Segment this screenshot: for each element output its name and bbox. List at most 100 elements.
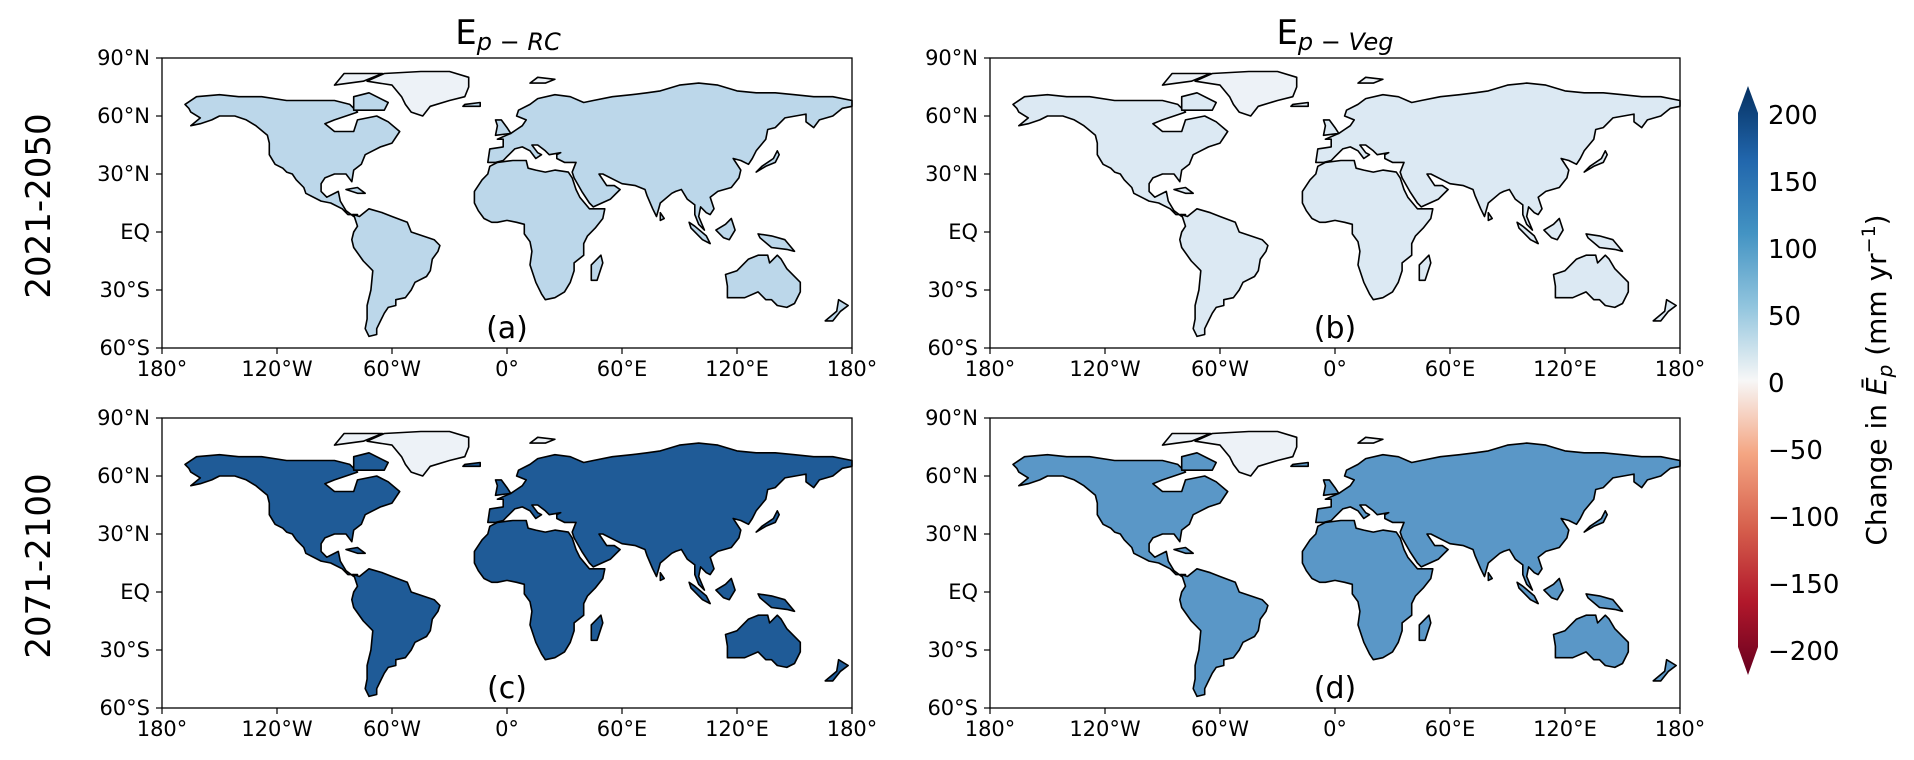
- lon-tick-label: 0°: [1323, 357, 1347, 381]
- africa-landmass: [473, 519, 606, 661]
- colorbar-scale: [1738, 86, 1758, 675]
- africa-landmass: [1301, 159, 1434, 301]
- lon-tick-label: 0°: [495, 717, 519, 741]
- eurasia-landmass: [1315, 82, 1681, 231]
- panel-label: (c): [487, 671, 527, 706]
- sri-lanka-island: [659, 571, 665, 582]
- sri-lanka-island: [659, 211, 665, 222]
- lon-tick-label: 0°: [495, 357, 519, 381]
- australia-landmass: [724, 614, 802, 669]
- cuba-island: [1173, 186, 1194, 195]
- colorbar-tick: 100: [1768, 235, 1818, 265]
- panel-label: (b): [1314, 311, 1356, 346]
- lat-tick-label: 90°N: [925, 406, 978, 430]
- australia-landmass: [1552, 614, 1630, 669]
- sumatra-island: [1516, 221, 1539, 245]
- lat-tick-label: 60°N: [97, 104, 150, 128]
- lon-tick-label: 180°: [965, 357, 1016, 381]
- lat-tick-label: 30°N: [97, 522, 150, 546]
- col-title-ep-rc: Ep − RC: [455, 13, 561, 56]
- lon-tick-label: 120°E: [705, 717, 769, 741]
- lat-tick-label: 60°S: [927, 696, 978, 720]
- row-title-2071-2100: 2071-2100: [19, 473, 59, 658]
- madagascar-island: [1418, 254, 1432, 282]
- map-panels: 180° 120°W 60°W 0° 60°E 120°E 180° 90°N 60°N 30°N…: [97, 46, 1705, 741]
- greenland-landmass: [366, 70, 470, 117]
- new-guinea-island: [1585, 593, 1624, 613]
- great-britain-island: [1322, 479, 1340, 497]
- eurasia-landmass: [487, 82, 853, 231]
- new-guinea-island: [757, 593, 796, 613]
- iceland-island: [1290, 101, 1309, 108]
- ellesmere-island: [1161, 72, 1212, 86]
- cuba-island: [345, 186, 366, 195]
- north-america-landmass: [1012, 93, 1229, 218]
- ellesmere-island: [333, 72, 384, 86]
- new-zealand-island: [824, 298, 849, 322]
- colorbar-tick: −200: [1768, 637, 1839, 667]
- colorbar-tick: −150: [1768, 570, 1839, 600]
- svalbard-island: [1357, 76, 1384, 84]
- new-zealand-island: [824, 658, 849, 682]
- lon-tick-label: 60°E: [1425, 717, 1476, 741]
- sri-lanka-island: [1487, 211, 1493, 222]
- lon-tick-label: 60°W: [363, 357, 421, 381]
- colorbar: 200 150 100 50 0 −50 −100 −150 −200 Chan…: [1738, 86, 1897, 675]
- lon-tick-label: 180°: [1655, 717, 1706, 741]
- lon-tick-label: 120°W: [241, 717, 313, 741]
- map-panel-d: 180° 120°W 60°W 0° 60°E 120°E 180° 90°N 60°N 30°N…: [925, 406, 1705, 741]
- ellesmere-island: [1161, 432, 1212, 446]
- lon-tick-label: 120°W: [241, 357, 313, 381]
- lon-tick-label: 60°W: [1191, 357, 1249, 381]
- japan-island: [755, 510, 780, 533]
- colorbar-tick: 150: [1768, 168, 1818, 198]
- ellesmere-island: [333, 432, 384, 446]
- north-america-landmass: [184, 93, 401, 218]
- sumatra-island: [688, 581, 711, 605]
- borneo-island: [1543, 577, 1564, 601]
- lat-tick-label: 30°S: [927, 278, 978, 302]
- col-title-ep-veg: Ep − Veg: [1276, 13, 1393, 56]
- lon-tick-label: 60°W: [363, 717, 421, 741]
- greenland-landmass: [1194, 430, 1298, 477]
- madagascar-island: [590, 254, 604, 282]
- north-america-landmass: [1012, 453, 1229, 578]
- australia-landmass: [724, 254, 802, 309]
- iceland-island: [462, 461, 481, 468]
- japan-island: [755, 150, 780, 173]
- lon-tick-label: 180°: [827, 717, 878, 741]
- lon-tick-label: 180°: [1655, 357, 1706, 381]
- sumatra-island: [1516, 581, 1539, 605]
- lat-tick-label: 30°N: [97, 162, 150, 186]
- sri-lanka-island: [1487, 571, 1493, 582]
- colorbar-tick: 200: [1768, 101, 1818, 131]
- lat-tick-label: 90°N: [925, 46, 978, 70]
- lat-tick-label: 60°N: [925, 104, 978, 128]
- lat-tick-label: 60°S: [99, 336, 150, 360]
- map-panel-b: 180° 120°W 60°W 0° 60°E 120°E 180° 90°N 60°N 30°N…: [925, 46, 1705, 381]
- lon-tick-label: 60°E: [597, 717, 648, 741]
- sumatra-island: [688, 221, 711, 245]
- eurasia-landmass: [487, 442, 853, 591]
- colorbar-label: Change in Ēp (mm yr−1): [1858, 214, 1897, 545]
- japan-island: [1583, 510, 1608, 533]
- borneo-island: [715, 577, 736, 601]
- baffin-island-island: [1180, 92, 1217, 111]
- north-america-landmass: [184, 453, 401, 578]
- south-america-landmass: [1179, 208, 1269, 338]
- colorbar-tick: −100: [1768, 503, 1839, 533]
- south-america-landmass: [1179, 568, 1269, 698]
- great-britain-island: [1322, 119, 1340, 137]
- new-zealand-island: [1652, 658, 1677, 682]
- svalbard-island: [1357, 436, 1384, 444]
- map-panel-a: 180° 120°W 60°W 0° 60°E 120°E 180° 90°N 60°N 30°N…: [97, 46, 877, 381]
- lon-tick-label: 120°E: [1533, 357, 1597, 381]
- australia-landmass: [1552, 254, 1630, 309]
- lat-tick-label: 30°N: [925, 522, 978, 546]
- great-britain-island: [494, 479, 512, 497]
- lat-tick-label: 90°N: [97, 46, 150, 70]
- new-zealand-island: [1652, 298, 1677, 322]
- new-guinea-island: [757, 233, 796, 253]
- lat-tick-label: 30°N: [925, 162, 978, 186]
- colorbar-tick: −50: [1768, 436, 1823, 466]
